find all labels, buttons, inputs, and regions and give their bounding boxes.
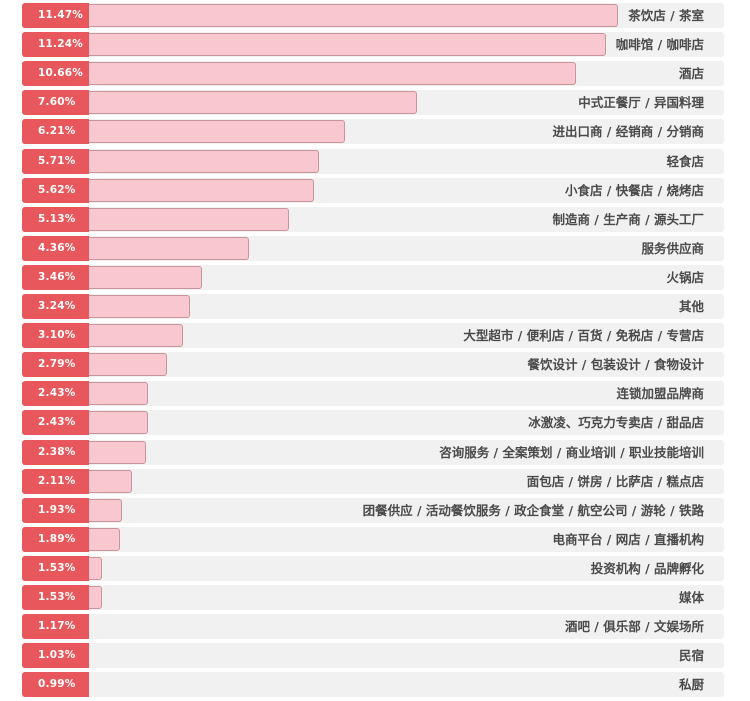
bar-row: 3.24% 其他 — [22, 294, 724, 319]
value-label: 11.24% — [22, 32, 89, 58]
bar — [22, 4, 618, 27]
category-label: 酒吧 / 俱乐部 / 文娱场所 — [564, 619, 704, 635]
bar-row: 6.21% 进出口商 / 经销商 / 分销商 — [22, 119, 724, 145]
bar-row: 1.17% 酒吧 / 俱乐部 / 文娱场所 — [22, 614, 724, 640]
category-label: 轻食店 — [666, 153, 704, 169]
category-label: 火锅店 — [666, 269, 704, 285]
bar-row: 10.66% 酒店 — [22, 61, 724, 87]
bar-row: 2.38% 咨询服务 / 全案策划 / 商业培训 / 职业技能培训 — [22, 439, 724, 465]
category-label: 团餐供应 / 活动餐饮服务 / 政企食堂 / 航空公司 / 游轮 / 铁路 — [362, 502, 704, 518]
value-label: 5.71% — [22, 148, 89, 174]
bar-row: 1.03% 民宿 — [22, 643, 724, 669]
value-label: 5.62% — [22, 177, 89, 203]
value-label: 6.21% — [22, 119, 89, 145]
category-label: 面包店 / 饼房 / 比萨店 / 糕点店 — [526, 473, 704, 489]
bar-row: 5.13% 制造商 / 生产商 / 源头工厂 — [22, 206, 724, 232]
value-label: 2.79% — [22, 352, 89, 378]
value-label: 1.17% — [22, 614, 89, 640]
category-label: 中式正餐厅 / 异国料理 — [578, 95, 704, 111]
bar-row: 2.11% 面包店 / 饼房 / 比萨店 / 糕点店 — [22, 468, 724, 494]
bar-row: 2.43% 冰激凌、巧克力专卖店 / 甜品店 — [22, 410, 724, 436]
value-label: 2.43% — [22, 381, 89, 407]
bar-row: 2.79% 餐饮设计 / 包装设计 / 食物设计 — [22, 352, 724, 378]
value-label: 3.46% — [22, 264, 89, 290]
bar-row: 1.53% 媒体 — [22, 585, 724, 610]
value-label: 1.53% — [22, 585, 89, 610]
value-label: 2.11% — [22, 468, 89, 494]
category-label: 冰激凌、巧克力专卖店 / 甜品店 — [528, 415, 704, 431]
bar-row: 11.47% 茶饮店 / 茶室 — [22, 3, 724, 28]
category-label: 私厨 — [678, 677, 704, 693]
bar-row: 5.62% 小食店 / 快餐店 / 烧烤店 — [22, 177, 724, 203]
value-label: 1.93% — [22, 497, 89, 523]
bar-row: 3.46% 火锅店 — [22, 264, 724, 290]
value-label: 1.53% — [22, 555, 89, 581]
bar-row: 11.24% 咖啡馆 / 咖啡店 — [22, 32, 724, 58]
category-label: 媒体 — [678, 590, 704, 605]
value-label: 1.03% — [22, 643, 89, 669]
category-label: 制造商 / 生产商 / 源头工厂 — [552, 211, 704, 227]
category-label: 餐饮设计 / 包装设计 / 食物设计 — [527, 357, 704, 373]
value-label: 0.99% — [22, 672, 89, 698]
bar — [22, 62, 576, 86]
category-label: 进出口商 / 经销商 / 分销商 — [552, 124, 704, 140]
value-label: 7.60% — [22, 90, 89, 116]
category-label: 投资机构 / 品牌孵化 — [590, 560, 704, 576]
category-label: 连锁加盟品牌商 — [616, 386, 704, 402]
value-label: 11.47% — [22, 3, 89, 28]
value-label: 1.89% — [22, 526, 89, 552]
bar-row: 1.89% 电商平台 / 网店 / 直播机构 — [22, 526, 724, 552]
category-label: 其他 — [678, 299, 704, 314]
bar-row: 4.36% 服务供应商 — [22, 235, 724, 261]
value-label: 10.66% — [22, 61, 89, 87]
bar-row: 2.43% 连锁加盟品牌商 — [22, 381, 724, 407]
bar-row: 1.53% 投资机构 / 品牌孵化 — [22, 555, 724, 581]
bar-row: 0.99% 私厨 — [22, 672, 724, 698]
value-label: 5.13% — [22, 206, 89, 232]
bar-row: 7.60% 中式正餐厅 / 异国料理 — [22, 90, 724, 116]
bar-row: 3.10% 大型超市 / 便利店 / 百货 / 免税店 / 专营店 — [22, 323, 724, 349]
value-label: 2.43% — [22, 410, 89, 436]
bar-row: 5.71% 轻食店 — [22, 148, 724, 174]
value-label: 2.38% — [22, 439, 89, 465]
bar — [22, 33, 606, 57]
value-label: 3.24% — [22, 294, 89, 319]
category-label: 小食店 / 快餐店 / 烧烤店 — [564, 182, 704, 198]
category-label: 电商平台 / 网店 / 直播机构 — [552, 531, 704, 547]
category-label: 咨询服务 / 全案策划 / 商业培训 / 职业技能培训 — [439, 444, 704, 460]
category-label: 咖啡馆 / 咖啡店 — [615, 37, 704, 53]
value-label: 4.36% — [22, 235, 89, 261]
value-label: 3.10% — [22, 323, 89, 349]
category-label: 酒店 — [678, 66, 704, 82]
category-label: 大型超市 / 便利店 / 百货 / 免税店 / 专营店 — [463, 328, 704, 344]
category-label: 茶饮店 / 茶室 — [628, 8, 704, 23]
category-label: 服务供应商 — [641, 240, 704, 256]
category-label: 民宿 — [678, 648, 704, 664]
bar-row: 1.93% 团餐供应 / 活动餐饮服务 / 政企食堂 / 航空公司 / 游轮 / … — [22, 497, 724, 523]
